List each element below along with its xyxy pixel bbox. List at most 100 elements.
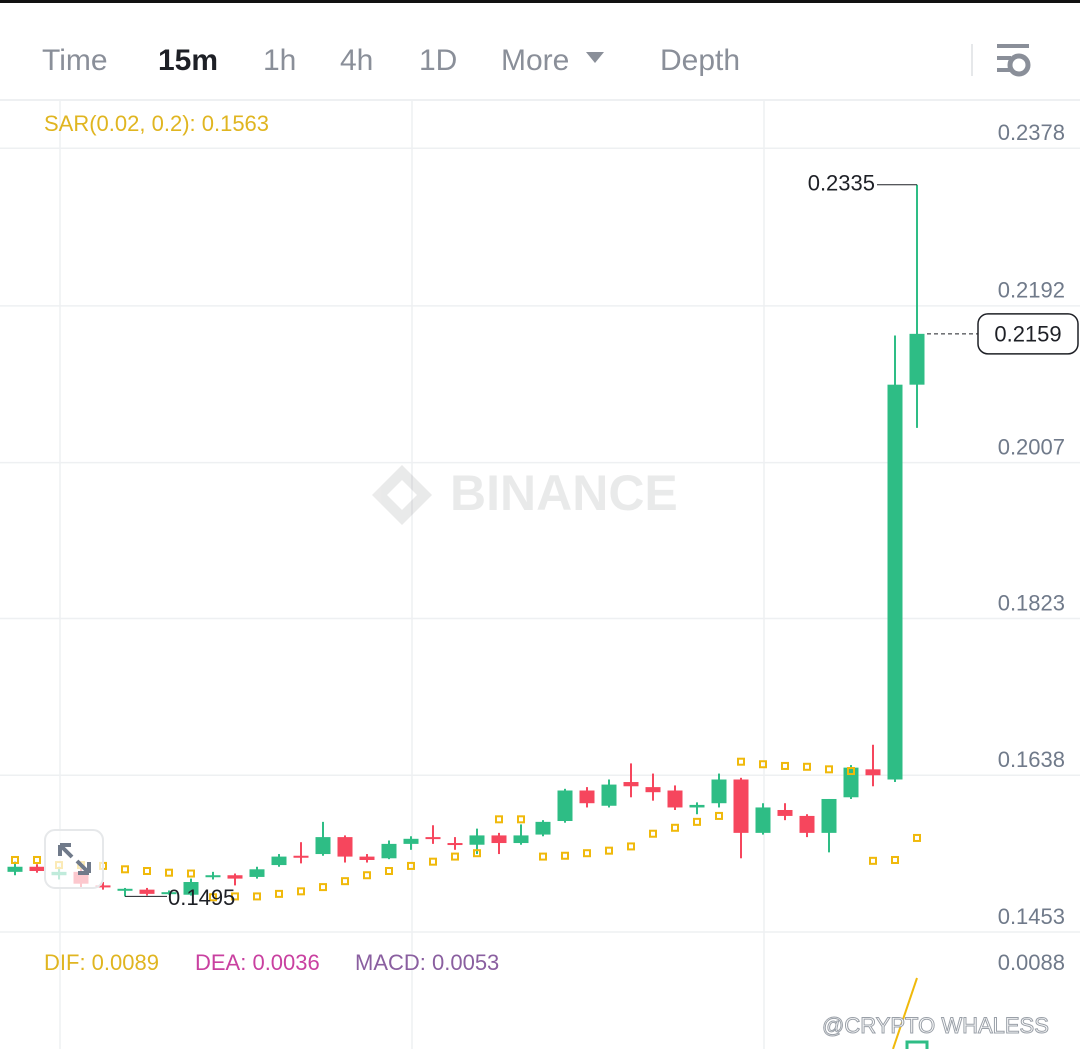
sar-dot (539, 852, 547, 861)
y-tick-label: 0.2192 (998, 278, 1065, 303)
high-label: 0.2335 (808, 171, 875, 196)
candle-body (821, 798, 837, 833)
last-price-box (977, 313, 1079, 355)
tab[interactable]: 1h (263, 44, 296, 77)
y-tick-label: 0.1638 (998, 747, 1065, 772)
sar-dot (517, 815, 525, 824)
candle-body (205, 875, 221, 878)
credit: @CRYPTO WHALESS (822, 1013, 1049, 1038)
candle-body (733, 779, 749, 833)
candle-body (227, 875, 243, 879)
candle-body (117, 888, 133, 891)
sar-dot (737, 757, 745, 766)
sar-dot (319, 883, 327, 892)
macd-dif-line (892, 977, 918, 1049)
candle-body (865, 769, 881, 776)
sar-dot (297, 887, 305, 896)
sar-dot (869, 856, 877, 865)
sar-dot (715, 811, 723, 820)
sar-dot (407, 861, 415, 870)
sar-dot (825, 765, 833, 774)
candle-body (95, 885, 111, 888)
candle-body (183, 882, 199, 895)
y-tick-label: 0.1823 (998, 590, 1065, 615)
y-tick-label: 0.1453 (998, 904, 1065, 929)
candle-body (579, 790, 595, 804)
candle-body (513, 835, 529, 844)
candle-body (711, 779, 727, 804)
sar-dot (451, 852, 459, 861)
candle-body (139, 889, 155, 894)
sar-dot (583, 849, 591, 858)
dea-legend: DEA: 0.0036 (195, 950, 320, 975)
candle-body (623, 782, 639, 787)
sar-dot (121, 865, 129, 874)
sar-dot (649, 829, 657, 838)
sar-dot (275, 889, 283, 898)
candle-body (161, 892, 177, 895)
candle-body (645, 787, 661, 793)
macd-legend: MACD: 0.0053 (355, 950, 499, 975)
vertical-grid (59, 100, 765, 1049)
sar-dot (847, 767, 855, 776)
candle-body (403, 838, 419, 844)
expand-button[interactable] (44, 829, 104, 889)
sar-dot (363, 871, 371, 880)
sar-dot (913, 833, 921, 842)
candle-body (337, 837, 353, 857)
sar-dot (561, 851, 569, 860)
candle-body (689, 804, 705, 808)
sar-dot (759, 760, 767, 769)
candle-body (777, 809, 793, 816)
candle-body (359, 856, 375, 860)
y-tick-label: 0.2378 (998, 120, 1065, 145)
dif-legend: DIF: 0.0089 (44, 950, 159, 975)
sar-dot (165, 868, 173, 877)
sar-dot (605, 846, 613, 855)
tab[interactable]: 15m (158, 44, 218, 77)
more-caret (586, 52, 604, 63)
sar-dot (253, 892, 261, 901)
low-label: 0.1495 (168, 885, 235, 910)
candle-body (425, 837, 441, 840)
candle-body (601, 784, 617, 806)
tab[interactable]: Time (42, 44, 108, 77)
last-price-label: 0.2159 (994, 322, 1061, 347)
sar-dot (11, 855, 19, 864)
settings-icon[interactable] (997, 44, 1031, 77)
top-bar (0, 0, 1080, 3)
tab[interactable]: 1D (419, 44, 457, 77)
sar-dot (671, 823, 679, 832)
watermark: BINANCE (372, 465, 678, 525)
sar-dot (33, 855, 41, 864)
candle-body (887, 384, 903, 780)
candle-body (315, 837, 331, 855)
sar-dot (693, 817, 701, 826)
candle-body (271, 856, 287, 866)
sar-legend: SAR(0.02, 0.2): 0.1563 (44, 111, 269, 136)
timeframe-tabs: Time 15m 1h 4h 1D More Depth (42, 44, 740, 77)
sar-dot (891, 855, 899, 864)
candle-body (755, 807, 771, 833)
tab[interactable]: More (501, 44, 569, 77)
candle-body (381, 843, 397, 859)
candle-body (535, 821, 551, 835)
sar-dot (209, 893, 217, 902)
sar-dot (495, 815, 503, 824)
sar-dot (385, 866, 393, 875)
candle-body (469, 835, 485, 845)
sar-dot (803, 762, 811, 771)
plot: 0.2378 0.2192 0.2007 0.1823 0.1638 0.1453 0.23… (0, 120, 1080, 933)
tab[interactable]: 4h (340, 44, 373, 77)
candle-body (557, 790, 573, 822)
candle-body (29, 866, 45, 871)
sar-dot (231, 892, 239, 901)
tab[interactable]: Depth (660, 44, 740, 77)
candle-body (293, 855, 309, 858)
candle-body (447, 843, 463, 846)
y-tick-label: 0.2007 (998, 434, 1065, 459)
candle-body (7, 866, 23, 872)
sar-dot (187, 869, 195, 878)
macd-bar (905, 1040, 929, 1049)
sar-dot (143, 866, 151, 875)
